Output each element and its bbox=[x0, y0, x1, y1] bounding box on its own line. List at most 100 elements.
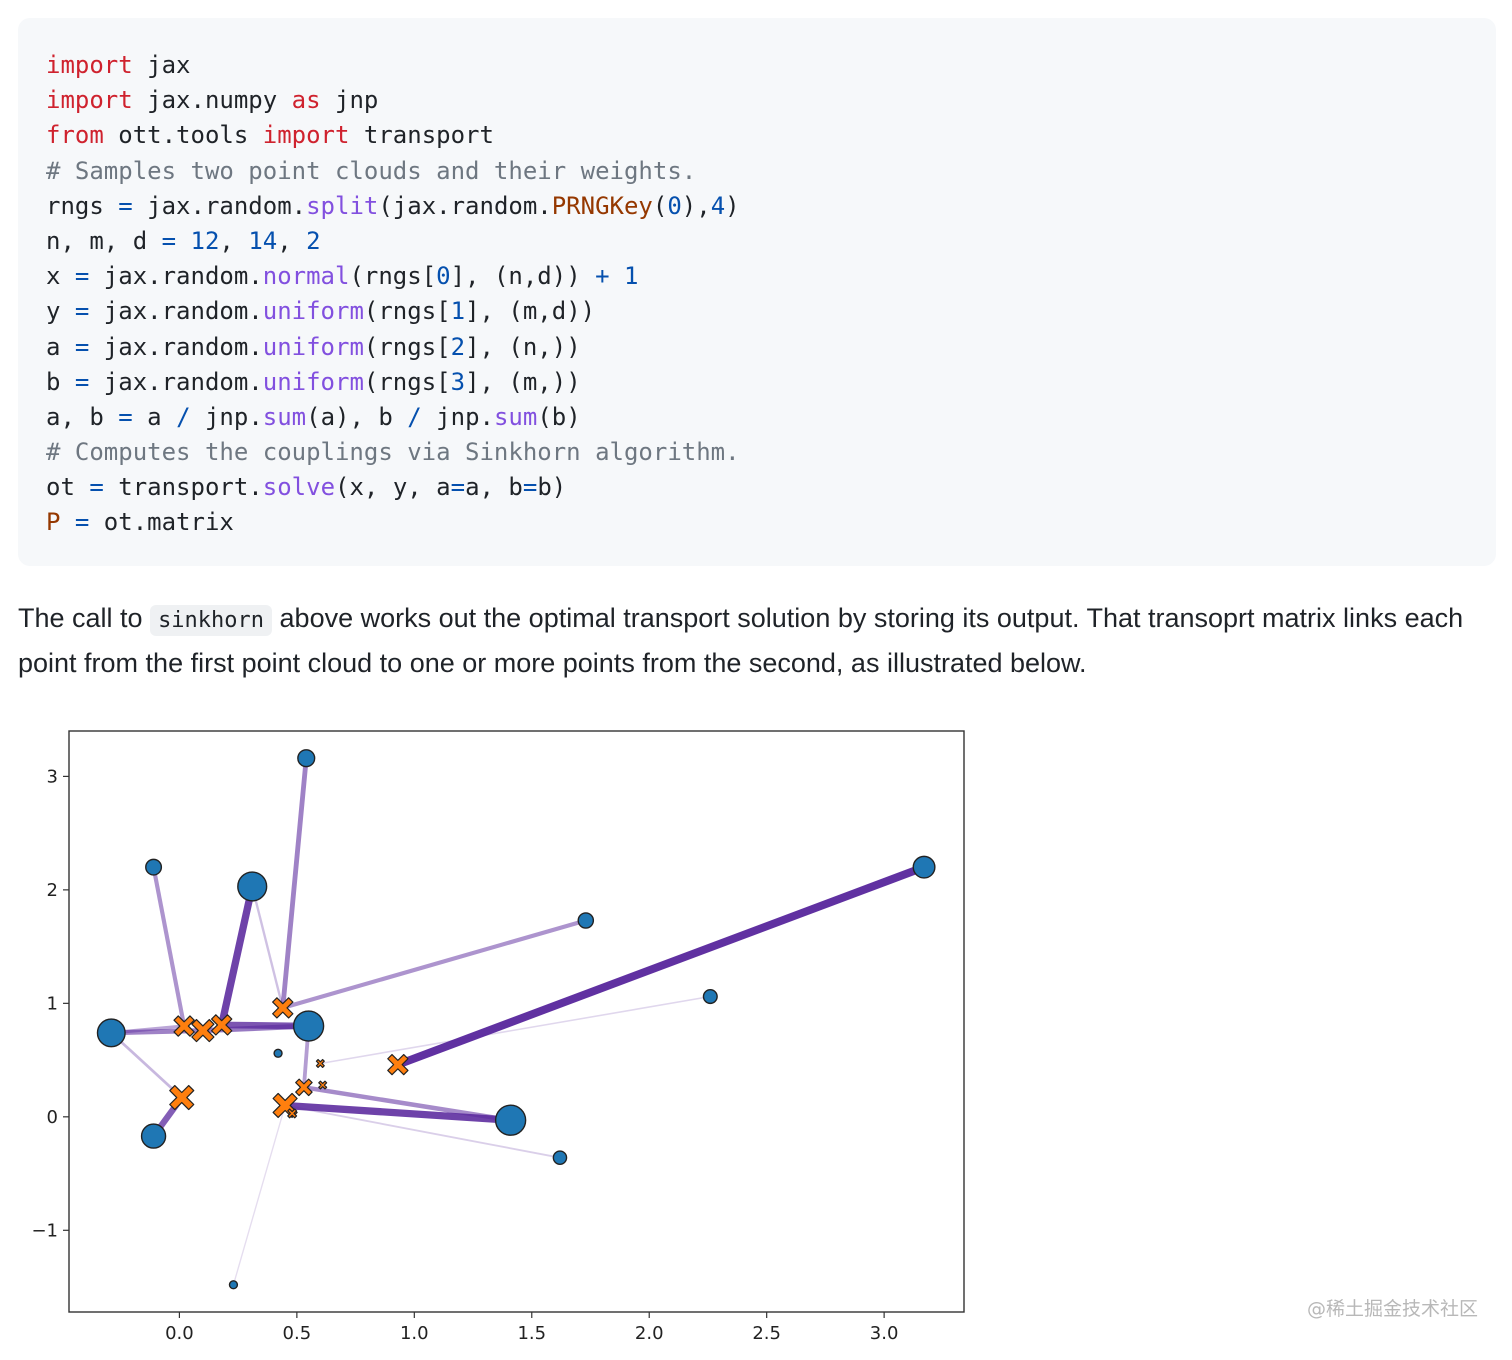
code-line: import jax.numpy as jnp bbox=[46, 83, 1496, 118]
code-token: (rngs[ bbox=[363, 297, 451, 326]
code-line: from ott.tools import transport bbox=[46, 118, 1496, 153]
x-tick-label: 2.5 bbox=[752, 1323, 781, 1344]
source-point bbox=[552, 1150, 568, 1165]
transport-link bbox=[280, 758, 309, 1009]
code-token: + bbox=[595, 262, 610, 291]
code-token: # Computes the couplings via Sinkhorn al… bbox=[46, 438, 740, 467]
code-token: uniform bbox=[262, 297, 364, 326]
code-token: a bbox=[46, 332, 75, 361]
source-point bbox=[912, 855, 936, 879]
y-tick-label: 2 bbox=[47, 880, 58, 901]
code-token: = bbox=[89, 473, 104, 502]
code-token: a, b bbox=[46, 402, 119, 431]
code-token bbox=[60, 508, 74, 536]
source-point bbox=[96, 1018, 126, 1048]
transport-link bbox=[320, 995, 711, 1065]
y-tick-label: 0 bbox=[47, 1107, 58, 1128]
code-token: ], (n,)) bbox=[465, 332, 581, 361]
transport-link bbox=[284, 1101, 511, 1124]
code-token: jax.random. bbox=[89, 297, 263, 326]
code-block: import jax import jax.numpy as jnp from ot… bbox=[18, 18, 1496, 566]
source-point bbox=[140, 1123, 167, 1149]
source-point bbox=[702, 988, 718, 1005]
x-tick-label: 1.5 bbox=[517, 1323, 546, 1344]
source-point bbox=[577, 912, 595, 929]
code-line: b = jax.random.uniform(rngs[3], (m,)) bbox=[46, 365, 1496, 400]
code-token: 14 bbox=[248, 226, 278, 255]
inline-code-sinkhorn: sinkhorn bbox=[150, 605, 273, 636]
target-point bbox=[169, 1084, 195, 1111]
code-line: P = ot.matrix bbox=[46, 505, 1496, 540]
x-tick-label: 2.0 bbox=[635, 1323, 664, 1344]
x-tick-label: 0.0 bbox=[165, 1323, 194, 1344]
code-token: = bbox=[118, 402, 133, 431]
code-token: from bbox=[46, 121, 104, 150]
code-token: # Samples two point clouds and their wei… bbox=[46, 156, 697, 185]
code-line: # Computes the couplings via Sinkhorn al… bbox=[46, 435, 1496, 470]
target-point bbox=[295, 1078, 313, 1097]
code-token: (a), b bbox=[306, 402, 408, 431]
code-token: ot bbox=[46, 473, 90, 502]
code-token: y bbox=[46, 297, 75, 326]
code-token: 12 bbox=[190, 226, 220, 255]
code-token: import bbox=[262, 121, 350, 150]
code-token: PRNGKey bbox=[551, 191, 653, 220]
code-token: ], (m,)) bbox=[465, 367, 581, 396]
code-line: a = jax.random.uniform(rngs[2], (n,)) bbox=[46, 330, 1496, 365]
code-token: rngs bbox=[46, 191, 119, 220]
transport-link bbox=[110, 1031, 183, 1099]
code-token: = bbox=[161, 226, 177, 255]
transport-link bbox=[218, 885, 256, 1026]
code-token: import bbox=[46, 51, 133, 79]
target-point bbox=[318, 1080, 328, 1090]
paragraph-text-after: above works out the optimal transport so… bbox=[18, 603, 1464, 678]
code-token: ], (n,d)) bbox=[450, 262, 596, 291]
code-token: jax.numpy bbox=[132, 86, 292, 115]
code-token: jax bbox=[132, 51, 191, 79]
y-tick-label: 3 bbox=[47, 766, 58, 787]
y-tick-label: −1 bbox=[31, 1220, 58, 1241]
transport-link bbox=[284, 1104, 561, 1159]
code-token: import bbox=[46, 86, 133, 115]
code-token: 2 bbox=[306, 226, 321, 255]
code-token: b bbox=[46, 367, 75, 396]
target-point bbox=[272, 997, 294, 1019]
source-point bbox=[273, 1048, 283, 1058]
code-token: uniform bbox=[262, 367, 364, 396]
code-token: = bbox=[450, 473, 466, 502]
source-point bbox=[494, 1104, 527, 1136]
code-line: import jax bbox=[46, 48, 1496, 83]
code-token: / bbox=[407, 402, 422, 431]
code-token: (x, y, a bbox=[335, 473, 451, 502]
code-token bbox=[610, 262, 624, 290]
code-token: split bbox=[306, 191, 379, 220]
source-point bbox=[297, 749, 316, 768]
code-token: / bbox=[176, 402, 191, 431]
code-token: ( bbox=[652, 191, 668, 220]
code-token: jax.random. bbox=[132, 191, 307, 220]
source-point bbox=[292, 1010, 325, 1042]
code-token: n, m, d bbox=[46, 226, 162, 255]
code-token: jnp bbox=[320, 86, 379, 115]
code-token: ott.tools bbox=[103, 121, 263, 150]
code-token: ot.matrix bbox=[89, 508, 234, 537]
code-line: ot = transport.solve(x, y, a=a, b=b) bbox=[46, 470, 1496, 505]
code-token: b) bbox=[537, 473, 567, 502]
code-token: as bbox=[291, 86, 321, 115]
code-token: (rngs[ bbox=[363, 367, 451, 396]
target-point bbox=[387, 1053, 409, 1076]
code-token: = bbox=[74, 508, 90, 537]
code-token: transport. bbox=[103, 473, 263, 502]
paragraph-text-before: The call to bbox=[18, 603, 151, 633]
code-line: # Samples two point clouds and their wei… bbox=[46, 154, 1496, 189]
code-token: jax.random. bbox=[89, 367, 263, 396]
transport-plot: 0.0 0.5 1.0 1.5 2.0 2.5 3.0 −1 0 1 2 3 bbox=[31, 730, 965, 1344]
code-token: ) bbox=[725, 191, 740, 220]
x-tick-label: 3.0 bbox=[870, 1323, 899, 1344]
code-token bbox=[176, 227, 190, 255]
code-token: 3 bbox=[450, 367, 466, 396]
code-token: jax.random. bbox=[89, 262, 263, 291]
code-token: ), bbox=[681, 191, 711, 220]
transport-link bbox=[396, 863, 926, 1069]
transport-link bbox=[282, 918, 587, 1010]
